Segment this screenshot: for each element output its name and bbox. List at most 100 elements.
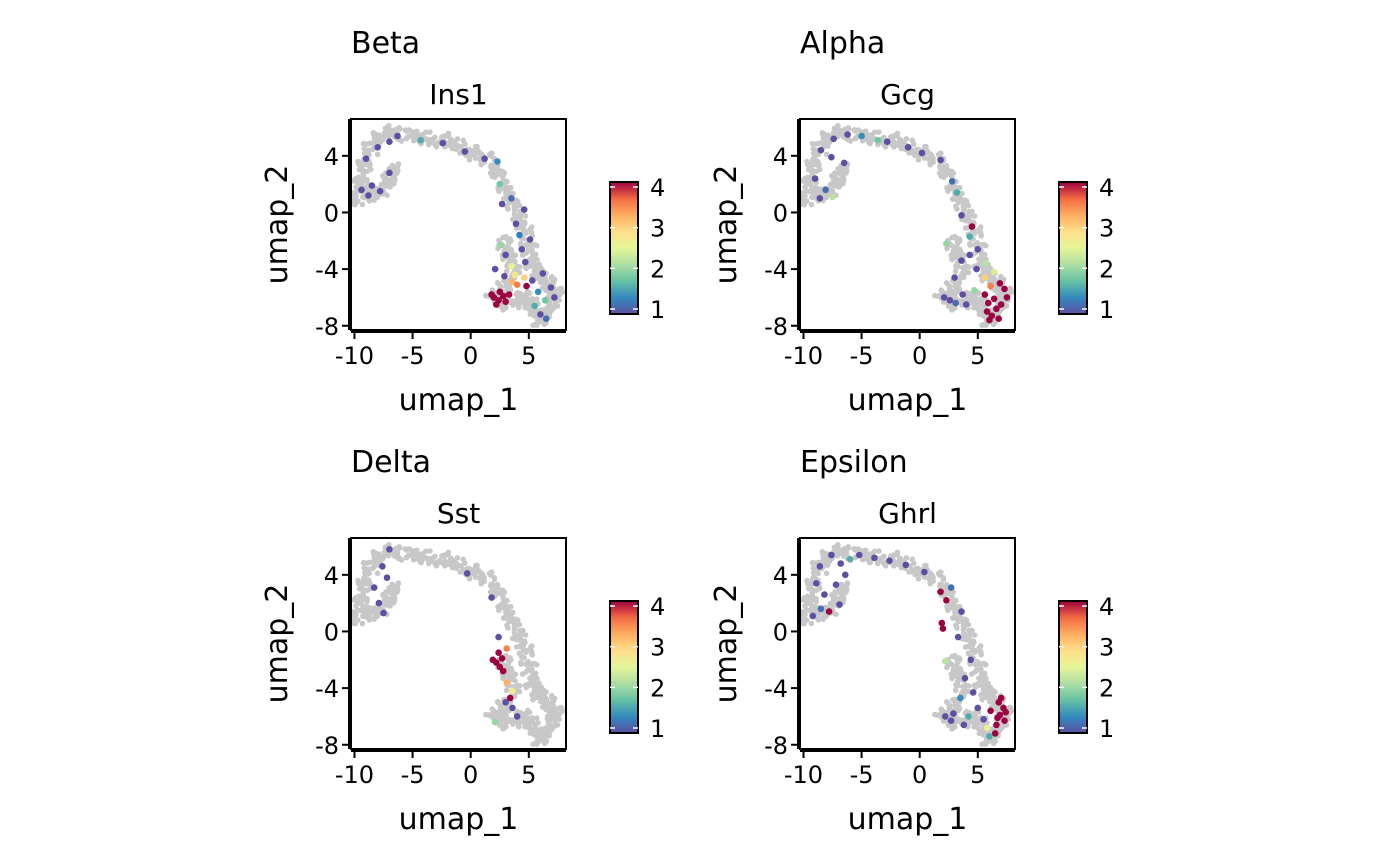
background-cell-point: [800, 178, 806, 184]
background-cell-point: [980, 687, 987, 694]
expression-point: [502, 298, 509, 306]
expression-point: [370, 584, 378, 591]
background-cell-point: [803, 188, 810, 194]
y-tick-label: -8: [315, 313, 339, 341]
background-cell-point: [353, 612, 359, 618]
background-cell-point: [956, 286, 963, 293]
background-cell-point: [978, 652, 984, 658]
background-cell-point: [960, 626, 967, 633]
expression-point: [1003, 294, 1011, 301]
colorbar: [609, 600, 639, 734]
expression-point: [496, 288, 504, 296]
background-cell-point: [365, 569, 372, 576]
background-cell-point: [804, 577, 810, 584]
x-tick-label: 0: [912, 761, 927, 789]
expression-point: [837, 560, 844, 567]
background-cell-point: [404, 553, 411, 560]
background-cell-point: [356, 600, 362, 606]
background-cell-point: [544, 703, 551, 709]
expression-point: [379, 563, 386, 570]
background-cell-point: [528, 643, 535, 649]
background-cell-point: [515, 636, 522, 643]
colorbar: [1058, 600, 1088, 734]
background-cell-point: [811, 161, 818, 168]
expression-point: [496, 180, 504, 188]
background-cell-point: [474, 150, 481, 156]
expression-point: [816, 563, 824, 570]
background-cell-point: [940, 576, 947, 583]
background-cell-point: [516, 300, 522, 307]
expression-point: [993, 305, 1000, 313]
expression-point: [871, 554, 878, 562]
background-cell-point: [503, 268, 510, 275]
background-cell-point: [370, 130, 377, 136]
background-cell-point: [388, 130, 394, 137]
background-cell-point: [955, 658, 961, 665]
background-cell-point: [359, 201, 366, 208]
expression-point: [537, 311, 544, 318]
expression-point: [948, 178, 956, 185]
background-cell-point: [981, 740, 988, 747]
background-cell-point: [952, 268, 959, 275]
y-tick-label: 0: [773, 618, 788, 646]
expression-point: [973, 265, 980, 273]
expression-point: [938, 619, 946, 627]
y-axis-title: umap_2: [260, 165, 295, 285]
expression-point: [461, 148, 469, 155]
expressing-cells: [370, 546, 521, 726]
background-cell-point: [474, 569, 481, 575]
panel-title: Delta: [351, 445, 431, 480]
expression-point: [508, 263, 515, 270]
x-tick-label: 5: [521, 342, 536, 370]
x-tick-label: -5: [850, 761, 874, 789]
expression-point: [974, 704, 982, 712]
expression-point: [816, 195, 824, 202]
background-cell-point: [403, 128, 410, 134]
background-cell-point: [802, 193, 808, 199]
background-cell-point: [978, 674, 985, 681]
expression-point: [981, 291, 989, 298]
background-cell-point: [500, 726, 506, 732]
background-cell-point: [559, 289, 566, 295]
y-tick-label: -4: [764, 256, 788, 284]
x-tick-label: -10: [784, 342, 823, 370]
background-cell-point: [534, 317, 541, 323]
expression-point: [508, 195, 515, 202]
background-cell-point: [804, 158, 810, 165]
background-cell-point: [534, 242, 540, 249]
background-cell-point: [522, 632, 529, 638]
background-cell-point: [526, 725, 533, 732]
background-cell-point: [454, 136, 461, 142]
background-cell-point: [509, 635, 516, 642]
expression-point: [539, 270, 547, 277]
background-cell-point: [521, 655, 527, 661]
background-cell-point: [814, 569, 821, 576]
expression-point: [498, 655, 506, 662]
expression-point: [856, 551, 863, 559]
background-cell-point: [353, 193, 359, 199]
background-cell-point: [983, 242, 989, 249]
background-cell-point: [805, 181, 811, 187]
background-cell-point: [508, 184, 514, 191]
background-cell-point: [829, 181, 835, 188]
background-cell-point: [525, 659, 532, 665]
background-cell-point: [815, 613, 821, 619]
background-cell-point: [950, 249, 956, 256]
background-cell-point: [522, 213, 529, 219]
expression-point: [883, 138, 891, 145]
background-cell-point: [819, 130, 826, 136]
background-cell-point: [837, 130, 843, 137]
expression-point: [822, 186, 829, 194]
x-tick-label: -10: [784, 761, 823, 789]
background-cell-point: [495, 590, 501, 597]
expression-point: [983, 308, 991, 315]
colorbar-tick-label: 4: [650, 593, 665, 621]
background-cell-point: [903, 555, 910, 561]
expression-point: [509, 687, 516, 695]
background-cell-point: [975, 720, 981, 727]
colorbar-tick-label: 4: [650, 174, 665, 202]
expression-point: [995, 315, 1002, 323]
background-cell-point: [372, 135, 378, 141]
background-cell-point: [511, 626, 518, 633]
